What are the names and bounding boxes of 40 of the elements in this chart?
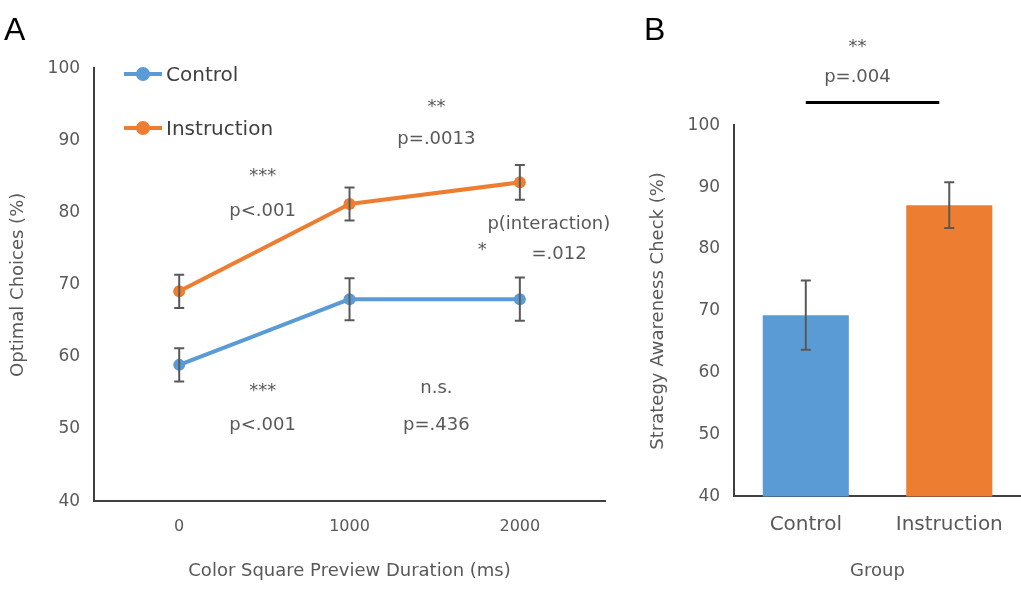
y-tick-label: 40 bbox=[58, 489, 81, 510]
annotation: *** bbox=[249, 378, 277, 400]
y-axis-title: Strategy Awareness Check (%) bbox=[646, 172, 668, 450]
annotation: ** bbox=[427, 95, 446, 117]
annotation: =.012 bbox=[531, 242, 587, 264]
y-tick-label: 70 bbox=[58, 273, 81, 294]
annotation: p<.001 bbox=[229, 413, 296, 435]
y-tick-label: 40 bbox=[698, 484, 721, 505]
x-tick-label: 1000 bbox=[329, 515, 370, 535]
chart-title: A bbox=[4, 11, 26, 48]
y-tick-label: 80 bbox=[698, 237, 721, 258]
text: ** bbox=[848, 35, 867, 57]
text: p=.004 bbox=[824, 64, 891, 86]
y-tick-label: 60 bbox=[58, 345, 81, 366]
y-tick-label: 50 bbox=[58, 417, 81, 438]
x-axis-title: Group bbox=[850, 558, 905, 580]
x-axis-title: Color Square Preview Duration (ms) bbox=[188, 558, 511, 580]
y-tick-label: 80 bbox=[58, 201, 81, 222]
y-tick-label: 70 bbox=[698, 299, 721, 320]
x-tick-label: Instruction bbox=[895, 510, 1003, 535]
y-tick-label: 100 bbox=[47, 56, 81, 77]
y-tick-label: 60 bbox=[698, 361, 721, 382]
y-tick-label: 100 bbox=[687, 113, 721, 134]
annotation: * bbox=[477, 237, 487, 259]
y-tick-label: 90 bbox=[58, 128, 81, 149]
chart-title: B bbox=[644, 11, 666, 48]
annotation: p(interaction) bbox=[487, 211, 611, 233]
y-tick-label: 50 bbox=[698, 422, 721, 443]
y-tick-label: 90 bbox=[698, 175, 721, 196]
x-tick-label: 2000 bbox=[499, 515, 541, 535]
annotation: p=.436 bbox=[403, 413, 470, 435]
x-tick-label: 0 bbox=[174, 515, 185, 535]
x-tick-label: Control bbox=[769, 510, 842, 535]
y-axis-title: Optimal Choices (%) bbox=[6, 192, 28, 377]
annotation: *** bbox=[249, 164, 277, 186]
legend-label: Instruction bbox=[166, 116, 274, 141]
annotation: p=.0013 bbox=[397, 127, 476, 149]
annotation: n.s. bbox=[420, 376, 453, 398]
legend-label: Control bbox=[166, 62, 239, 87]
annotation: p<.001 bbox=[229, 198, 296, 220]
